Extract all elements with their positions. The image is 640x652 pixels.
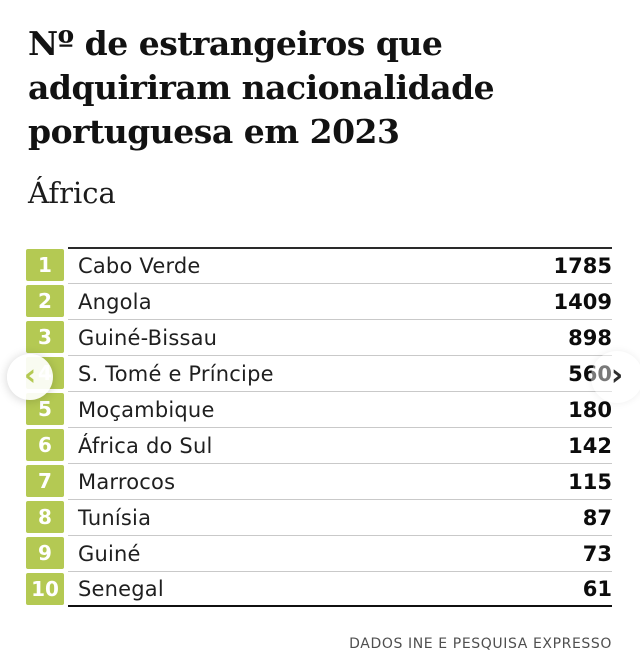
table-row: 6 África do Sul 142 [26, 427, 612, 463]
carousel-prev-button[interactable]: ‹ [7, 354, 53, 400]
table-row: 5 Moçambique 180 [26, 391, 612, 427]
chevron-left-icon: ‹ [23, 357, 37, 393]
table-row-content: Guiné-Bissau 898 [68, 319, 612, 355]
value-label: 61 [582, 576, 612, 601]
country-label: S. Tomé e Príncipe [78, 361, 274, 386]
table-row: 2 Angola 1409 [26, 283, 612, 319]
chevron-right-icon: › [610, 357, 624, 393]
table-row-content: Guiné 73 [68, 535, 612, 571]
table-row: 1 Cabo Verde 1785 [26, 247, 612, 283]
rank-badge: 10 [26, 573, 64, 605]
country-label: Senegal [78, 576, 164, 601]
table-row: 9 Guiné 73 [26, 535, 612, 571]
table-row: 10 Senegal 61 [26, 571, 612, 607]
table-row-content: Moçambique 180 [68, 391, 612, 427]
country-label: Marrocos [78, 469, 176, 494]
value-label: 560 [568, 361, 612, 386]
title-line-1: Nº de estrangeiros que [28, 24, 443, 63]
value-label: 1785 [553, 254, 612, 278]
rank-badge: 1 [26, 249, 64, 281]
value-label: 73 [582, 541, 612, 566]
country-label: Guiné [78, 541, 141, 566]
table-row-content: Angola 1409 [68, 283, 612, 319]
table-row-content: Senegal 61 [68, 571, 612, 607]
source-credit: DADOS INE E PESQUISA EXPRESSO [349, 636, 612, 652]
value-label: 180 [568, 397, 612, 422]
carousel-next-button[interactable]: › [591, 351, 640, 403]
rank-badge: 9 [26, 537, 64, 569]
table-row-content: S. Tomé e Príncipe 560 [68, 355, 612, 391]
table-row-content: Cabo Verde 1785 [68, 247, 612, 283]
table-row: 7 Marrocos 115 [26, 463, 612, 499]
value-label: 898 [568, 325, 612, 350]
value-label: 115 [568, 469, 612, 494]
title-line-3: portuguesa em 2023 [28, 112, 400, 151]
value-label: 87 [582, 505, 612, 530]
table-row: 8 Tunísia 87 [26, 499, 612, 535]
country-label: Angola [78, 289, 152, 314]
chart-subtitle: África [28, 176, 116, 210]
table-row-content: Tunísia 87 [68, 499, 612, 535]
table-row: 4 S. Tomé e Príncipe 560 [26, 355, 612, 391]
country-label: Cabo Verde [78, 254, 201, 278]
table-row-content: África do Sul 142 [68, 427, 612, 463]
rank-badge: 3 [26, 321, 64, 353]
country-label: África do Sul [78, 433, 213, 458]
country-label: Moçambique [78, 397, 215, 422]
rank-badge: 6 [26, 429, 64, 461]
page-title: Nº de estrangeiros que adquiriram nacion… [28, 22, 495, 154]
country-label: Guiné-Bissau [78, 325, 218, 350]
value-label: 142 [568, 433, 612, 458]
table-row: 3 Guiné-Bissau 898 [26, 319, 612, 355]
value-label: 1409 [553, 289, 612, 314]
rank-badge: 2 [26, 285, 64, 317]
table-row-content: Marrocos 115 [68, 463, 612, 499]
ranking-table: 1 Cabo Verde 1785 2 Angola 1409 3 Guiné-… [26, 247, 612, 607]
title-line-2: adquiriram nacionalidade [28, 68, 495, 107]
rank-badge: 8 [26, 501, 64, 533]
rank-badge: 7 [26, 465, 64, 497]
country-label: Tunísia [78, 505, 152, 530]
